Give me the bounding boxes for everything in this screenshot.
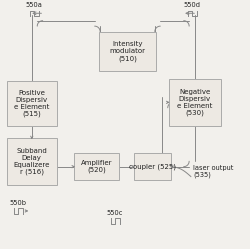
Text: Subband
Delay
Equalizere
r (516): Subband Delay Equalizere r (516) [14,148,50,176]
Text: 550a: 550a [26,2,43,8]
Text: Intensity
modulator
(510): Intensity modulator (510) [110,41,146,62]
Text: Negative
Dispersiv
e Element
(530): Negative Dispersiv e Element (530) [177,89,212,116]
Text: 550d: 550d [184,2,201,8]
FancyBboxPatch shape [7,138,57,185]
Text: 550b: 550b [10,200,26,206]
FancyBboxPatch shape [7,81,57,126]
Text: laser output
(535): laser output (535) [193,165,234,178]
Text: 550c: 550c [107,210,123,216]
FancyBboxPatch shape [99,32,156,71]
Text: Positive
Dispersiv
e Element
(515): Positive Dispersiv e Element (515) [14,90,50,117]
Text: Amplifier
(520): Amplifier (520) [81,160,112,173]
FancyBboxPatch shape [74,153,119,180]
FancyBboxPatch shape [134,153,171,180]
Text: coupler (525): coupler (525) [129,163,176,170]
FancyBboxPatch shape [168,79,221,126]
